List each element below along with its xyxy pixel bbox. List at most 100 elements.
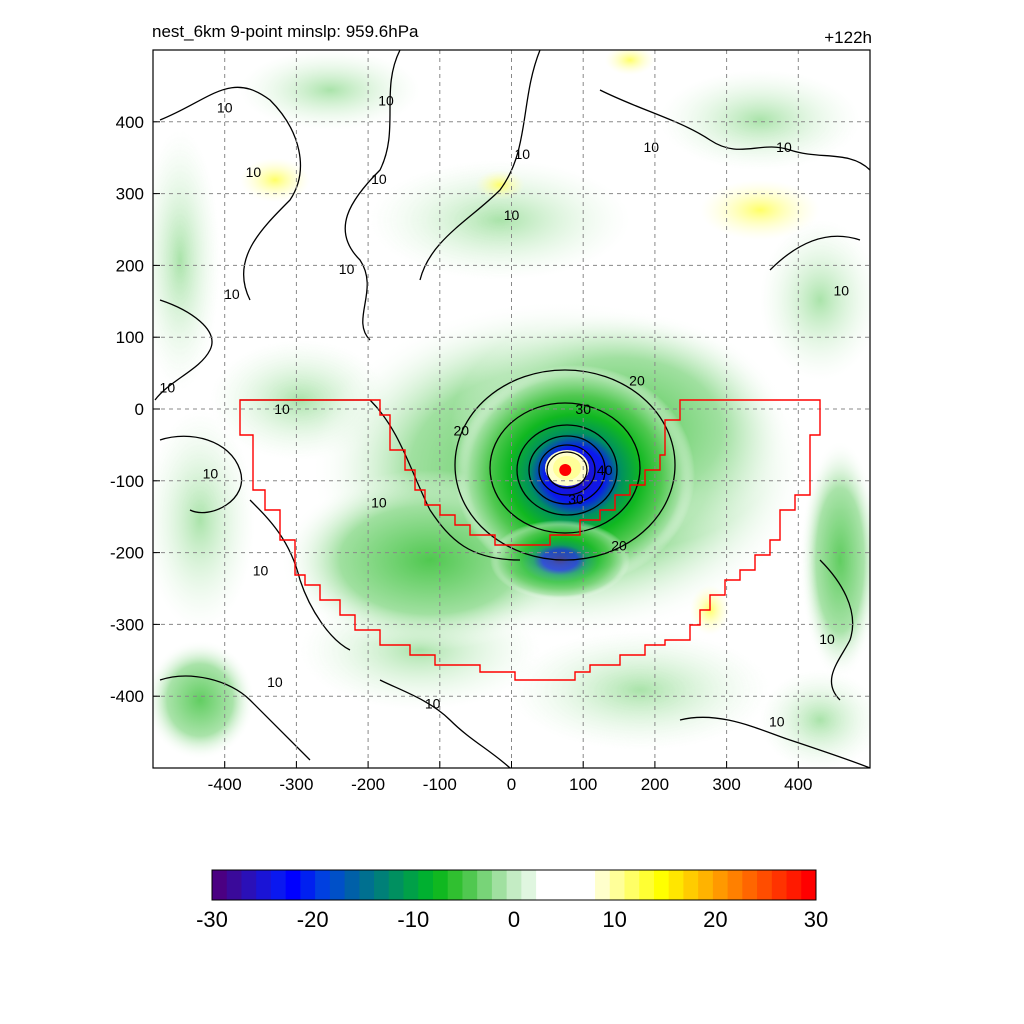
colorbar-swatch [786,870,802,900]
colorbar-label: 10 [602,907,626,932]
colorbar-swatch [462,870,478,900]
colorbar-swatch [447,870,463,900]
contour-label: 20 [454,423,470,439]
colorbar-label: 20 [703,907,727,932]
y-tick-label: 100 [116,328,144,347]
colorbar-swatch [285,870,301,900]
x-axis: -400 -300 -200 -100 0 100 200 300 400 [208,761,812,794]
colorbar-swatch [300,870,316,900]
contour-label: 10 [267,674,283,690]
contour-label: 10 [274,401,290,417]
colorbar-swatch [491,870,508,900]
storm-center-marker [559,464,572,477]
contour-label: 30 [575,401,591,417]
x-tick-label: -100 [423,775,457,794]
colorbar-swatch [771,870,788,900]
colorbar-swatch [639,870,655,900]
y-tick-label: -100 [110,472,144,491]
colorbar-swatch [595,870,611,900]
x-tick-label: -200 [351,775,385,794]
y-tick-label: 400 [116,113,144,132]
colorbar-swatch [359,870,375,900]
colorbar-swatch [624,870,640,900]
contour-label: 10 [769,713,785,729]
colorbar-swatch [757,870,773,900]
colorbar-swatch [698,870,714,900]
colorbar-swatch [212,870,228,900]
contour-label: 10 [160,379,176,395]
contour-label: 10 [834,283,850,299]
colorbar-frame [211,869,817,901]
colorbar-swatch [315,870,331,900]
contour-label: 40 [597,462,613,478]
colorbar-label: 0 [508,907,520,932]
y-tick-label: -300 [110,615,144,634]
colorbar-label: -20 [297,907,329,932]
colorbar-swatch [329,870,346,900]
colorbar-swatch [727,870,743,900]
colorbar-label: -30 [196,907,228,932]
contour-label: 10 [371,494,387,510]
contour-lines [154,50,870,768]
shaded-field [153,50,870,768]
contour-label: 10 [514,146,530,162]
contour-label: 20 [611,537,627,553]
y-tick-label: 300 [116,185,144,204]
colorbar-swatch [683,870,699,900]
x-tick-label: -400 [208,775,242,794]
colorbar-swatch [609,870,625,900]
colorbar-swatch [653,870,670,900]
colorbar-swatch [742,870,758,900]
colorbar-swatch [432,870,449,900]
contour-label: 10 [246,164,262,180]
contour-label: 10 [224,286,240,302]
contour-label-layer: 10 10 10 10 10 10 10 10 10 10 10 10 10 10 10 10 10 10 10 10… [160,92,850,729]
contour-label: 10 [339,261,355,277]
colorbar-swatch [388,870,405,900]
colorbar-swatch [270,870,287,900]
colorbar-swatch [344,870,360,900]
colorbar-swatch [241,870,257,900]
colorbar-label: 30 [804,907,828,932]
contour-label: 10 [253,563,269,579]
x-tick-label: 100 [569,775,597,794]
y-tick-label: 0 [135,400,144,419]
chart-title: nest_6km 9-point minslp: 959.6hPa [152,22,419,41]
colorbar-swatch [536,870,552,900]
contour-label: 10 [644,139,660,155]
contour-label: 10 [425,695,441,711]
contour-label: 10 [203,466,219,482]
contour-label: 30 [568,491,584,507]
domain-boundary [239,399,821,681]
y-tick-label: -400 [110,687,144,706]
contour-label: 10 [371,171,387,187]
contour-label: 10 [378,92,394,108]
y-tick-label: 200 [116,256,144,275]
colorbar-label: -10 [397,907,429,932]
y-tick-label: -200 [110,544,144,563]
colorbar-swatch [506,870,522,900]
x-tick-label: -300 [279,775,313,794]
colorbar-swatch [565,870,581,900]
forecast-hour-label: +122h [824,28,872,47]
colorbar-swatch [580,870,596,900]
y-axis: -400 -300 -200 -100 0 100 200 300 400 [110,113,160,706]
colorbar: -30 -20 -10 0 10 20 30 [196,869,828,932]
x-tick-label: 400 [784,775,812,794]
colorbar-swatch [403,870,419,900]
colorbar-swatch [712,870,729,900]
x-tick-label: 300 [712,775,740,794]
colorbar-swatch [550,870,567,900]
colorbar-swatch [226,870,242,900]
x-tick-label: 0 [507,775,516,794]
colorbar-swatch [256,870,272,900]
contour-label: 10 [217,99,233,115]
colorbar-swatch [418,870,434,900]
x-tick-label: 200 [641,775,669,794]
contour-label: 10 [819,631,835,647]
colorbar-swatch [668,870,684,900]
colorbar-swatch [521,870,537,900]
colorbar-swatch [477,870,493,900]
contour-label: 10 [504,207,520,223]
